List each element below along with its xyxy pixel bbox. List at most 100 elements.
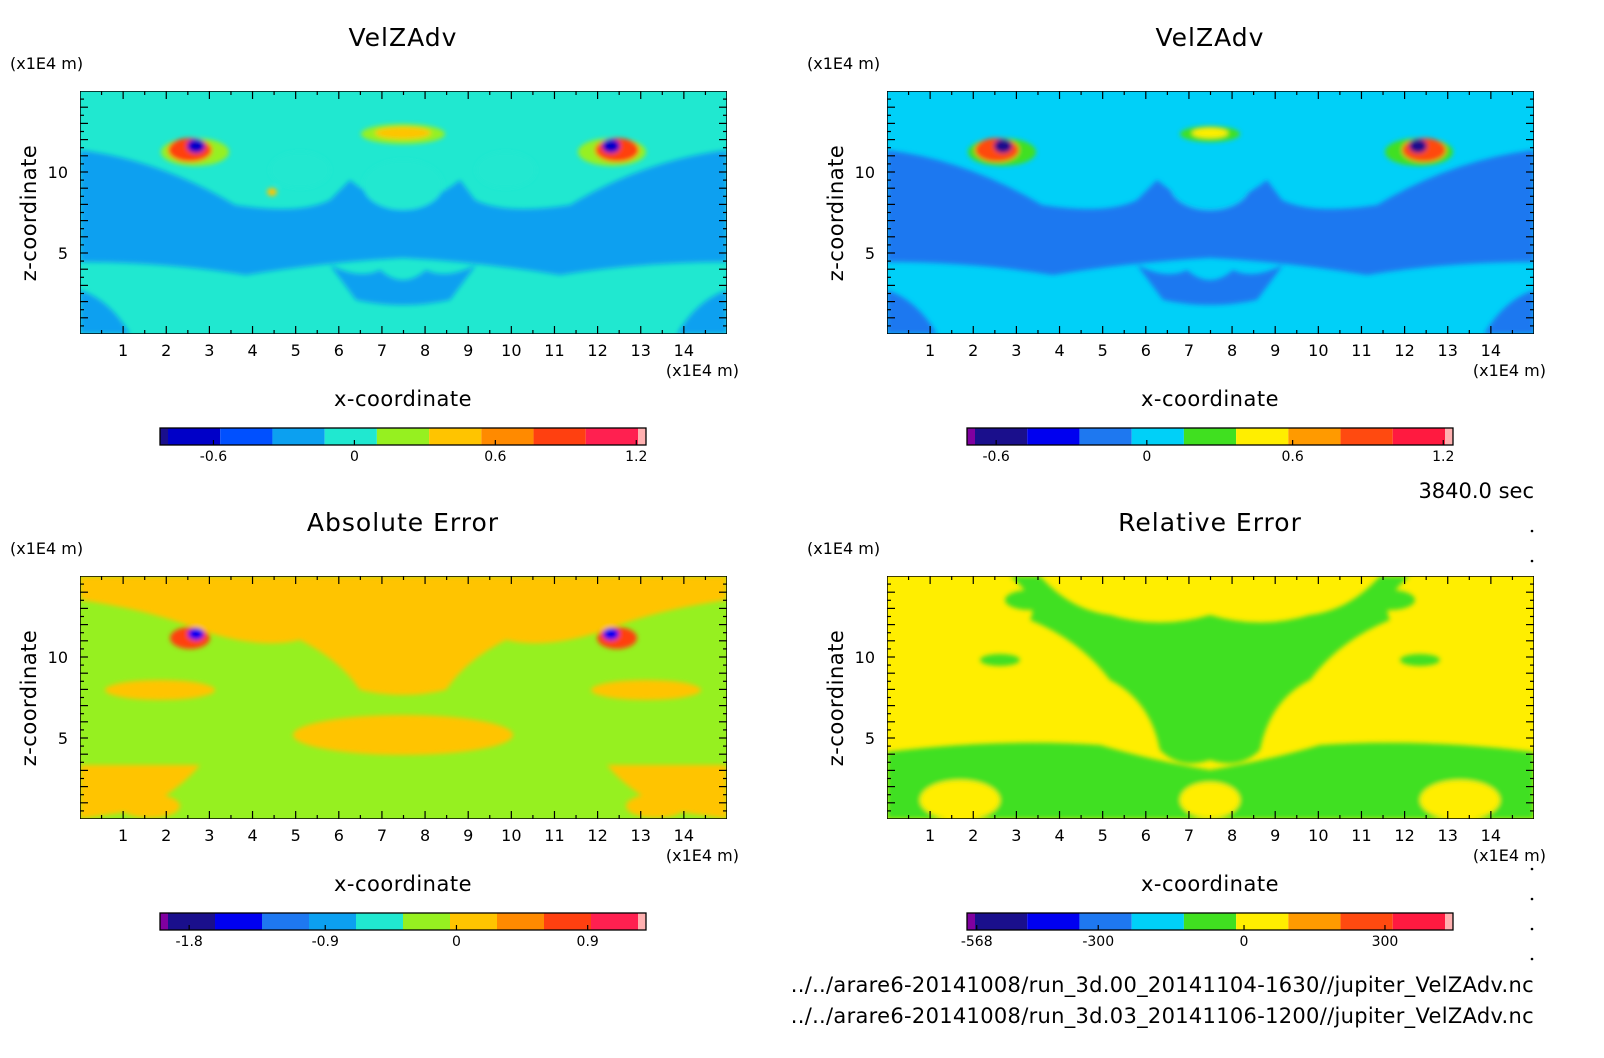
colorbar-tick-label: 0.9 [577,934,599,950]
x-tick-label: 10 [501,341,521,360]
x-tick-label: 4 [1054,341,1064,360]
colorbar: -0.6 0 0.6 1.2 [966,427,1454,465]
colorbar-swatch [967,428,975,445]
x-axis-label: x-coordinate [334,387,472,411]
x-tick-label: 3 [204,341,214,360]
x-tick-label: 10 [1308,826,1328,845]
colorbar-swatch [1445,428,1453,445]
x-axis-label: x-coordinate [1141,387,1279,411]
colorbar-swatch [1288,428,1341,445]
colorbar-swatch [309,913,356,930]
x-tick-label: 7 [377,341,387,360]
x-tick-label: 4 [1054,826,1064,845]
x-unit-label: (x1E4 m) [666,846,739,865]
colorbar-swatch [376,428,430,445]
y-tick-label: 5 [58,729,68,748]
panel-velzadv-left: VelZAdv (x1E4 m) [10,23,739,465]
colorbar: -568 -300 0 300 [961,912,1454,950]
x-tick-label: 13 [631,341,651,360]
colorbar-swatch [1340,913,1393,930]
x-tick-label: 9 [463,826,473,845]
panel-title: Absolute Error [307,508,499,537]
field-plot [80,91,727,334]
x-tick-label: 9 [1270,341,1280,360]
colorbar-swatch [1392,428,1445,445]
colorbar-swatch [450,913,497,930]
x-axis-label: x-coordinate [334,872,472,896]
x-tick-label: 9 [463,341,473,360]
colorbar-swatch [975,428,1028,445]
colorbar-swatch [1236,428,1289,445]
colorbar-swatch [533,428,586,445]
colorbar-swatch [975,913,1028,930]
colorbar-swatch [324,428,377,445]
x-tick-label: 8 [1227,826,1237,845]
x-tick-label: 6 [1141,341,1151,360]
footer-file-2: ../../arare6-20141008/run_3d.03_20141106… [791,1004,1534,1029]
x-tick-label: 9 [1270,826,1280,845]
colorbar-frame [966,912,1454,931]
y-unit-label: (x1E4 m) [807,539,880,558]
colorbar-swatch [1131,913,1184,930]
y-axis-label: z-coordinate [824,630,848,767]
colorbar-swatch [1079,428,1132,445]
colorbar-tick-label: -1.8 [175,934,202,950]
panel-absolute-error: Absolute Error (x1E4 m) 1 2 3 4 5 6 7 8 9 10 11 [10,508,739,950]
colorbar-swatch [1079,913,1132,930]
x-tick-label: 1 [925,826,935,845]
colorbar-swatch [544,913,591,930]
x-tick-label: 8 [420,341,430,360]
colorbar-tick-label: -0.6 [200,449,227,465]
x-tick-label: 3 [1011,341,1021,360]
panel-title: VelZAdv [349,23,458,52]
colorbar-swatch [591,913,638,930]
colorbar-swatch [403,913,450,930]
x-tick-label: 8 [1227,341,1237,360]
y-tick-label: 10 [48,163,68,182]
x-tick-label: 5 [1098,341,1108,360]
colorbar-tick-label: 300 [1372,934,1399,950]
panel-relative-error: Relative Error (x1E4 m) 1 2 3 4 5 6 7 8 9 10 11 12 1… [807,508,1546,950]
x-tick-label: 11 [544,826,564,845]
x-tick-label: 14 [674,341,694,360]
y-tick-label: 5 [58,244,68,263]
colorbar-swatch [429,428,482,445]
y-tick-label: 10 [855,163,875,182]
y-unit-label: (x1E4 m) [807,54,880,73]
colorbar-swatch [160,913,168,930]
colorbar-tick-label: 0.6 [1281,449,1303,465]
colorbar-tick-label: -300 [1082,934,1114,950]
colorbar-swatch [1183,913,1237,930]
x-tick-label: 7 [377,826,387,845]
x-tick-label: 14 [1481,341,1501,360]
colorbar-frame [966,427,1454,446]
y-tick-label: 10 [855,648,875,667]
x-tick-label: 5 [291,826,301,845]
decor-dots [1530,529,1534,961]
colorbar-swatch [585,428,638,445]
x-tick-label: 14 [674,826,694,845]
colorbar-swatch [1445,913,1453,930]
x-tick-label: 5 [291,341,301,360]
x-tick-label: 7 [1184,341,1194,360]
x-axis-label: x-coordinate [1141,872,1279,896]
colorbar-swatch [1288,913,1341,930]
colorbar-swatch [1131,428,1184,445]
colorbar-tick-label: 0 [1240,934,1249,950]
footer-file-1: ../../arare6-20141008/run_3d.00_20141104… [791,973,1534,998]
y-axis-label: z-coordinate [17,630,41,767]
x-tick-label: 1 [118,826,128,845]
colorbar-tick-label: 0 [350,449,359,465]
colorbar-swatch [356,913,403,930]
x-tick-label: 11 [544,341,564,360]
y-tick-label: 10 [48,648,68,667]
time-label: 3840.0 sec [1418,479,1534,503]
colorbar-swatch [1027,428,1080,445]
x-tick-label: 11 [1351,341,1371,360]
colorbar-tick-label: -0.6 [982,449,1009,465]
x-tick-label: 1 [925,341,935,360]
